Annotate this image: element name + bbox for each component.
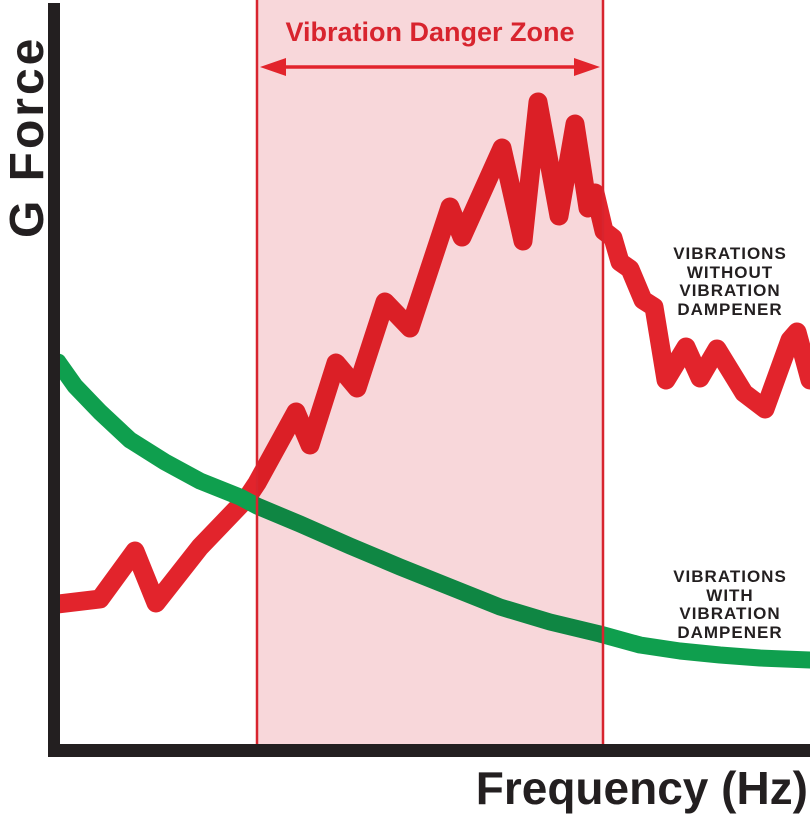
arrowhead <box>574 58 600 76</box>
danger-zone-title: Vibration Danger Zone <box>285 17 575 47</box>
danger-zone-arrow <box>260 58 600 76</box>
danger-zone-shading <box>257 0 603 745</box>
arrowhead <box>260 58 286 76</box>
series-label-line: DAMPENER <box>677 299 783 319</box>
series-label-line: VIBRATION <box>679 604 781 623</box>
x-axis-line <box>48 744 810 757</box>
series-label-without-dampener: VIBRATIONS WITHOUT VIBRATION DAMPENER <box>648 244 810 319</box>
series-label-line: VIBRATIONS <box>673 244 787 263</box>
series-label-line: WITHOUT <box>686 262 774 282</box>
series-label-line: WITH <box>706 585 754 605</box>
y-axis-line <box>48 3 60 757</box>
series-label-line: VIBRATION <box>679 281 781 300</box>
y-axis-title: G Force <box>1 35 54 238</box>
series-label-line: DAMPENER <box>677 622 783 642</box>
series-label-with-dampener: VIBRATIONS WITH VIBRATION DAMPENER <box>648 567 810 642</box>
series-label-line: VIBRATIONS <box>673 567 787 586</box>
x-axis-title: Frequency (Hz) <box>475 762 808 814</box>
